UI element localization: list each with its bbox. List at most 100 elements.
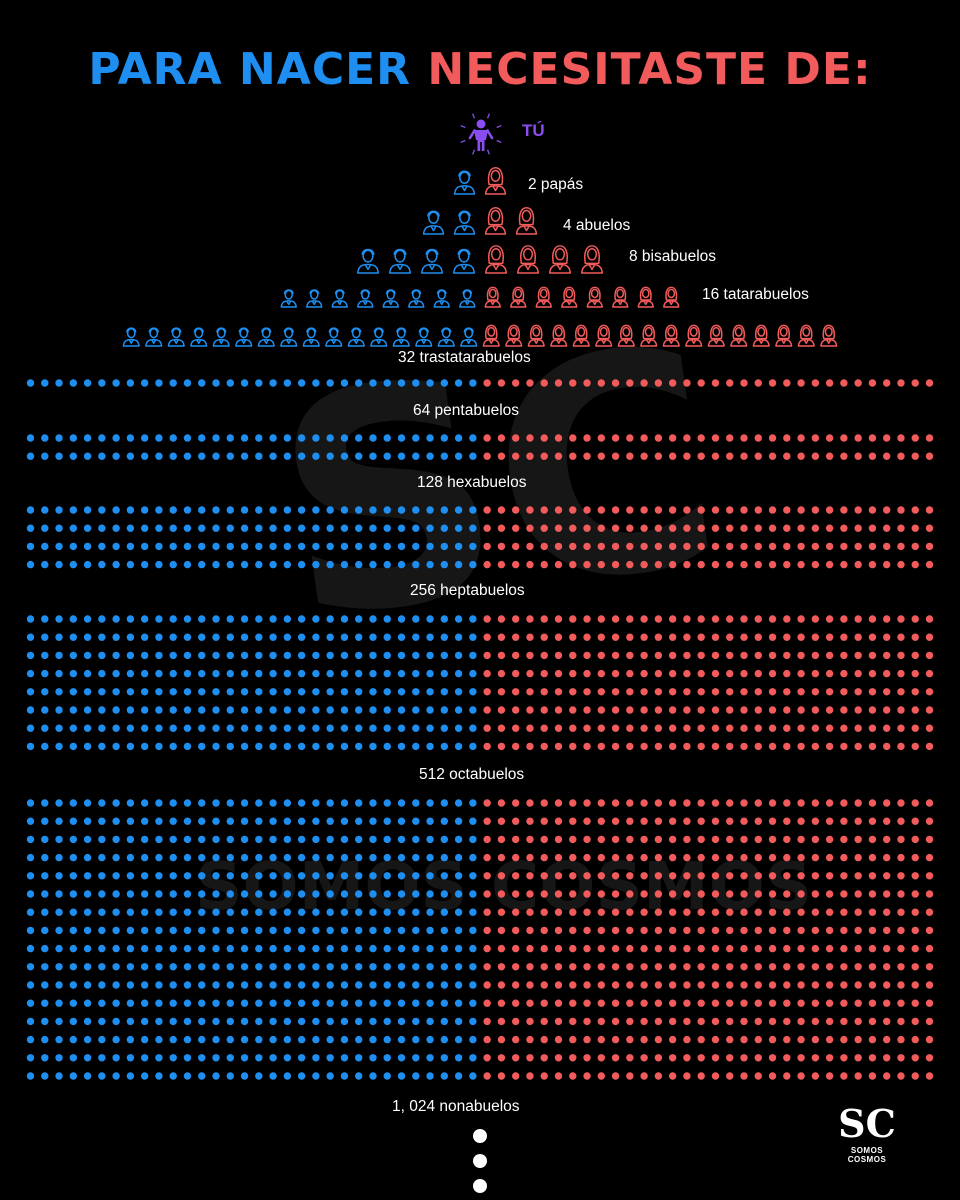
male-ancestor-dot: [355, 1072, 363, 1080]
male-ancestor-dot: [226, 560, 234, 569]
male-ancestor-dot: [155, 799, 163, 807]
male-ancestor-dot: [326, 926, 334, 935]
title-part-blue: PARA NACER: [88, 44, 412, 95]
male-ancestor-dot: [212, 724, 220, 732]
female-ancestor-dot: [768, 817, 777, 825]
female-ancestor-dot: [783, 633, 791, 641]
female-ancestor-dot: [597, 835, 605, 844]
female-ancestor-dot: [825, 379, 834, 387]
male-ancestor-dot: [26, 633, 35, 641]
male-ancestor-dot: [340, 542, 349, 551]
male-ancestor-dot: [297, 379, 306, 387]
female-ancestor-dot: [911, 890, 919, 898]
male-ancestor-dot: [26, 999, 35, 1007]
male-ancestor-dot: [98, 706, 106, 714]
female-ancestor-dot: [540, 524, 548, 532]
male-ancestor-dot: [383, 688, 391, 696]
female-ancestor-dot: [626, 963, 634, 971]
woman-icon: [572, 324, 590, 347]
male-ancestor-dot: [212, 926, 220, 935]
male-ancestor-dot: [212, 615, 220, 623]
male-ancestor-dot: [412, 853, 420, 862]
female-ancestor-dot: [640, 524, 648, 532]
male-ancestor-dot: [55, 434, 63, 442]
female-ancestor-dot: [783, 1054, 791, 1062]
male-ancestor-dot: [140, 724, 149, 732]
male-ancestor-dot: [240, 669, 249, 678]
male-ancestor-dot: [69, 853, 78, 862]
male-ancestor-dot: [55, 799, 63, 807]
female-ancestor-dot: [754, 1054, 762, 1062]
male-ancestor-dot: [355, 1017, 363, 1026]
female-ancestor-dot: [854, 615, 862, 623]
male-ancestor-dot: [397, 669, 406, 678]
male-ancestor-dot: [240, 853, 249, 862]
male-ancestor-dot: [469, 742, 477, 751]
female-ancestor-dot: [654, 1035, 663, 1044]
male-ancestor-dot: [112, 651, 120, 660]
male-ancestor-dot: [469, 651, 477, 660]
male-ancestor-dot: [297, 742, 306, 751]
male-ancestor-dot: [355, 890, 363, 898]
female-ancestor-dot: [868, 908, 877, 916]
female-ancestor-dot: [868, 633, 877, 641]
male-ancestor-dot: [440, 1054, 449, 1062]
female-ancestor-dot: [825, 506, 834, 514]
male-ancestor-dot: [226, 1035, 234, 1044]
male-ancestor-dot: [240, 1017, 249, 1026]
male-ancestor-dot: [55, 908, 63, 916]
female-ancestor-dot: [840, 1017, 848, 1026]
female-ancestor-dot: [925, 379, 934, 387]
female-ancestor-dot: [840, 890, 848, 898]
male-ancestor-dot: [283, 926, 292, 935]
female-ancestor-dot: [683, 890, 691, 898]
male-ancestor-dot: [183, 944, 192, 953]
female-ancestor-dot: [811, 1072, 820, 1080]
female-ancestor-dot: [883, 615, 891, 623]
male-ancestor-dot: [312, 542, 320, 551]
woman-icon: [515, 206, 538, 235]
female-ancestor-dot: [825, 706, 834, 714]
male-ancestor-dot: [169, 669, 177, 678]
female-ancestor-dot: [768, 651, 777, 660]
man-icon: [302, 327, 320, 347]
female-ancestor-dot: [797, 651, 805, 660]
female-ancestor-dot: [825, 1035, 834, 1044]
male-ancestor-dot: [412, 379, 420, 387]
female-ancestor-dot: [540, 872, 548, 880]
female-ancestor-dot: [569, 379, 577, 387]
woman-icon: [775, 324, 793, 347]
female-ancestor-dot: [569, 1017, 577, 1026]
male-ancestor-dot: [355, 452, 363, 460]
male-ancestor-dot: [312, 452, 320, 460]
man-icon: [459, 289, 476, 308]
female-ancestor-dot: [754, 817, 762, 825]
female-ancestor-dot: [668, 669, 677, 678]
male-ancestor-dot: [112, 379, 120, 387]
male-ancestor-dot: [312, 688, 320, 696]
female-ancestor-dot: [883, 542, 891, 551]
female-ancestor-dot: [883, 817, 891, 825]
female-ancestor-dot: [740, 742, 748, 751]
female-ancestor-dot: [797, 817, 805, 825]
male-ancestor-dot: [312, 1017, 320, 1026]
female-ancestor-dot: [768, 1072, 777, 1080]
female-ancestor-dot: [483, 742, 491, 751]
female-ancestor-dot: [711, 853, 720, 862]
female-ancestor-dot: [583, 615, 591, 623]
female-ancestor-dot: [740, 835, 748, 844]
male-ancestor-dot: [41, 1072, 49, 1080]
female-ancestor-dot: [683, 872, 691, 880]
female-ancestor-dot: [668, 799, 677, 807]
male-ancestor-dot: [454, 1035, 463, 1044]
female-ancestor-dot: [597, 963, 605, 971]
male-ancestor-dot: [340, 706, 349, 714]
female-ancestor-dot: [883, 506, 891, 514]
male-ancestor-dot: [383, 999, 391, 1007]
male-ancestor-dot: [397, 742, 406, 751]
male-ancestor-dot: [440, 1072, 449, 1080]
male-ancestor-dot: [297, 1017, 306, 1026]
male-ancestor-dot: [226, 799, 234, 807]
female-ancestor-dot: [883, 688, 891, 696]
female-ancestor-dot: [754, 434, 762, 442]
